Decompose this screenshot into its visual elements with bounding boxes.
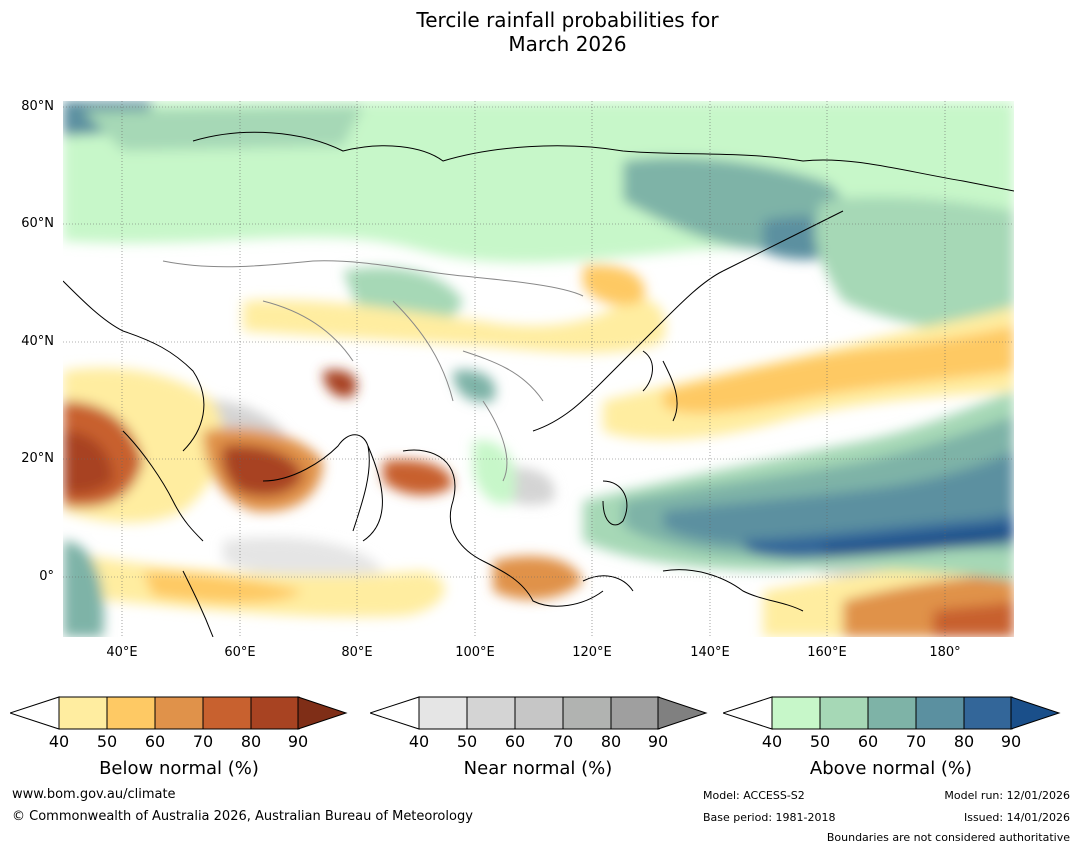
above-tick-60: 60 [857, 732, 879, 751]
above-normal-title: Above normal (%) [809, 758, 973, 779]
above-tick-50: 50 [809, 732, 831, 751]
near-tick-70: 70 [552, 732, 574, 751]
map-title: Tercile rainfall probabilities for March… [0, 8, 1081, 56]
near-segment-4 [562, 696, 612, 730]
lat-label-0: 0° [39, 569, 54, 584]
colorbar-below-normal [10, 696, 348, 730]
below-segment-3 [154, 696, 204, 730]
colorbar-above-segments [771, 696, 1013, 730]
below-tick-50: 50 [96, 732, 118, 751]
lat-label-20n: 20°N [21, 451, 54, 466]
near-segment-5 [610, 696, 660, 730]
lon-label-60e: 60°E [224, 645, 256, 660]
country-borders [162, 260, 584, 482]
above-segment-1 [771, 696, 821, 730]
colorbar-below-segments [58, 696, 300, 730]
below-tick-60: 60 [144, 732, 166, 751]
above-tick-80: 80 [953, 732, 975, 751]
lat-label-80n: 80°N [21, 99, 54, 114]
below-tick-70: 70 [192, 732, 214, 751]
title-line-2: March 2026 [508, 32, 627, 56]
lon-label-40e: 40°E [106, 645, 138, 660]
lon-label-140e: 140°E [690, 645, 730, 660]
near-segment-1 [418, 696, 468, 730]
website-link[interactable]: www.bom.gov.au/climate [12, 787, 176, 802]
issued-date: Issued: 14/01/2026 [963, 811, 1070, 824]
above-tick-40: 40 [761, 732, 783, 751]
colorbar-near-extend-high [657, 696, 708, 730]
below-tick-80: 80 [240, 732, 262, 751]
below-segment-2 [106, 696, 156, 730]
probability-shading [63, 101, 1014, 637]
colorbar-near-normal [370, 696, 708, 730]
near-tick-40: 40 [408, 732, 430, 751]
graticule [63, 101, 1014, 637]
colorbar-above-normal [723, 696, 1061, 730]
coastlines [62, 131, 1015, 638]
lat-label-40n: 40°N [21, 334, 54, 349]
above-segment-4 [915, 696, 965, 730]
lon-label-160e: 160°E [807, 645, 847, 660]
below-tick-90: 90 [287, 732, 309, 751]
above-tick-90: 90 [1000, 732, 1022, 751]
colorbar-above-extend-high [1010, 696, 1061, 730]
colorbar-near-extend-low [370, 696, 420, 730]
lon-label-180: 180° [929, 645, 961, 660]
below-segment-4 [202, 696, 252, 730]
base-period: Base period: 1981-2018 [703, 811, 836, 824]
colorbar-above-extend-low [723, 696, 773, 730]
colorbar-near-segments [418, 696, 660, 730]
near-segment-3 [514, 696, 564, 730]
below-normal-title: Below normal (%) [99, 758, 259, 779]
title-line-1: Tercile rainfall probabilities for [416, 8, 719, 32]
below-segment-1 [58, 696, 108, 730]
above-segment-3 [867, 696, 917, 730]
above-segment-5 [963, 696, 1013, 730]
near-tick-60: 60 [504, 732, 526, 751]
lat-label-60n: 60°N [21, 216, 54, 231]
near-tick-50: 50 [456, 732, 478, 751]
model-name: Model: ACCESS-S2 [703, 789, 805, 802]
model-run-date: Model run: 12/01/2026 [944, 789, 1070, 802]
colorbar-below-extend-high [297, 696, 348, 730]
above-segment-2 [819, 696, 869, 730]
colorbar-below-extend-low [10, 696, 60, 730]
rainfall-probability-map [62, 101, 1015, 638]
near-tick-80: 80 [600, 732, 622, 751]
above-tick-70: 70 [905, 732, 927, 751]
near-normal-title: Near normal (%) [463, 758, 613, 779]
near-tick-90: 90 [647, 732, 669, 751]
lon-label-80e: 80°E [341, 645, 373, 660]
near-segment-2 [466, 696, 516, 730]
below-segment-5 [250, 696, 300, 730]
copyright: © Commonwealth of Australia 2026, Austra… [12, 809, 473, 824]
below-tick-40: 40 [48, 732, 70, 751]
lon-label-120e: 120°E [572, 645, 612, 660]
boundary-disclaimer: Boundaries are not considered authoritat… [826, 831, 1070, 844]
lon-label-100e: 100°E [455, 645, 495, 660]
